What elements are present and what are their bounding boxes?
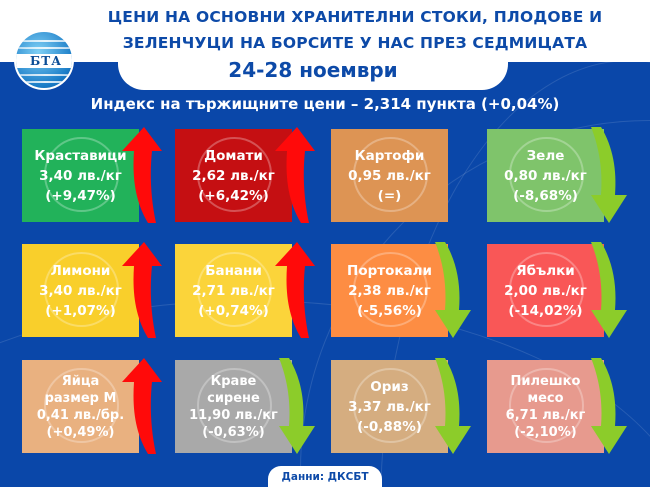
data-source: Данни: ДКСБТ: [268, 466, 382, 487]
tile-line: 0,95 лв./кг: [348, 167, 431, 184]
product-name: Лимони: [50, 262, 111, 279]
tile-line: 2,62 лв./кг: [192, 167, 275, 184]
price-tile: Краве сирене 11,90 лв./кг (-0,63%): [175, 360, 292, 453]
product-name: Яйца: [61, 373, 100, 389]
tile-line: (+9,47%): [45, 187, 116, 204]
tile-text: Краставици 3,40 лв./кг (+9,47%): [34, 146, 126, 206]
tile-text: Банани 2,71 лв./кг (+0,74%): [192, 261, 275, 321]
tile-text: Ориз 3,37 лв./кг (-0,88%): [348, 377, 431, 437]
price-tile: Банани 2,71 лв./кг (+0,74%): [175, 244, 292, 337]
product-name: Домати: [204, 147, 263, 164]
tile-text: Яйца размер М 0,41 лв./бр. (+0,49%): [37, 373, 124, 441]
trend-down-arrow-icon: [591, 242, 627, 338]
banana-icon: [197, 252, 272, 327]
tile-line: (+0,49%): [46, 424, 115, 440]
header-date-tab: [118, 40, 508, 90]
tile-text: Лимони 3,40 лв./кг (+1,07%): [39, 261, 122, 321]
tile-line: (+0,74%): [198, 302, 269, 319]
product-name: Картофи: [354, 147, 425, 164]
price-tile: Зеле 0,80 лв./кг (-8,68%): [487, 129, 604, 222]
tile-line: 3,37 лв./кг: [348, 398, 431, 415]
price-tile: Портокали 2,38 лв./кг (-5,56%): [331, 244, 448, 337]
tile-line: (+1,07%): [45, 302, 116, 319]
market-index: Индекс на тържищните цени – 2,314 пункта…: [90, 95, 560, 113]
trend-down-arrow-icon: [279, 358, 315, 454]
egg-icon: [44, 368, 119, 443]
tile-line: (=): [377, 187, 402, 204]
product-name: Зеле: [526, 147, 565, 164]
tile-text: Портокали 2,38 лв./кг (-5,56%): [347, 261, 432, 321]
tile-line: (-2,10%): [514, 424, 577, 440]
trend-down-arrow-icon: [435, 358, 471, 454]
tile-line: 2,38 лв./кг: [348, 282, 431, 299]
tile-text: Домати 2,62 лв./кг (+6,42%): [192, 146, 275, 206]
price-tile: Яйца размер М 0,41 лв./бр. (+0,49%): [22, 360, 139, 453]
price-tile: Лимони 3,40 лв./кг (+1,07%): [22, 244, 139, 337]
trend-up-arrow-icon: [122, 127, 162, 223]
product-name: Пилешко: [510, 373, 581, 389]
trend-down-arrow-icon: [591, 358, 627, 454]
trend-up-arrow-icon: [122, 242, 162, 338]
tile-text: Ябълки 2,00 лв./кг (-14,02%): [504, 261, 587, 321]
trend-up-arrow-icon: [275, 242, 315, 338]
apple-icon: [509, 252, 584, 327]
potato-icon: [353, 137, 428, 212]
tile-line: сирене: [207, 390, 260, 406]
tile-line: (+6,42%): [198, 187, 269, 204]
product-name: Портокали: [347, 262, 432, 279]
product-name: Краве: [210, 373, 257, 389]
page-title-line1: ЦЕНИ НА ОСНОВНИ ХРАНИТЕЛНИ СТОКИ, ПЛОДОВ…: [107, 8, 603, 26]
cabbage-icon: [509, 137, 584, 212]
price-tile: Пилешко месо 6,71 лв./кг (-2,10%): [487, 360, 604, 453]
bta-logo: БТА: [14, 30, 74, 90]
logo-text: БТА: [16, 54, 72, 68]
tile-line: (-0,88%): [357, 418, 422, 435]
price-tile: Ябълки 2,00 лв./кг (-14,02%): [487, 244, 604, 337]
tile-line: месо: [527, 390, 564, 406]
cucumber-icon: [44, 137, 119, 212]
tomato-icon: [197, 137, 272, 212]
tile-line: 2,00 лв./кг: [504, 282, 587, 299]
tile-line: размер М: [44, 390, 117, 406]
tile-line: 6,71 лв./кг: [505, 407, 586, 423]
price-tile: Домати 2,62 лв./кг (+6,42%): [175, 129, 292, 222]
trend-down-arrow-icon: [591, 127, 627, 223]
price-tile: Краставици 3,40 лв./кг (+9,47%): [22, 129, 139, 222]
date-range: 24-28 ноември: [228, 58, 398, 82]
tile-line: 3,40 лв./кг: [39, 282, 122, 299]
trend-down-arrow-icon: [435, 242, 471, 338]
tile-line: 0,80 лв./кг: [504, 167, 587, 184]
product-name: Ябълки: [516, 262, 575, 279]
tile-line: 11,90 лв./кг: [189, 407, 278, 423]
tile-line: 3,40 лв./кг: [39, 167, 122, 184]
lemon-icon: [44, 252, 119, 327]
tile-text: Зеле 0,80 лв./кг (-8,68%): [504, 146, 587, 206]
chicken-icon: [509, 368, 584, 443]
product-name: Краставици: [34, 147, 127, 164]
tile-line: (-8,68%): [513, 187, 578, 204]
tile-text: Картофи 0,95 лв./кг (=): [348, 146, 431, 206]
price-tile: Ориз 3,37 лв./кг (-0,88%): [331, 360, 448, 453]
product-name: Ориз: [370, 378, 409, 395]
tile-text: Краве сирене 11,90 лв./кг (-0,63%): [189, 373, 278, 441]
tile-line: 0,41 лв./бр.: [36, 407, 125, 423]
page-title-line2: ЗЕЛЕНЧУЦИ НА БОРСИТЕ У НАС ПРЕЗ СЕДМИЦАТ…: [122, 34, 588, 52]
tile-text: Пилешко месо 6,71 лв./кг (-2,10%): [506, 373, 586, 441]
trend-up-arrow-icon: [122, 358, 162, 454]
tile-line: (-5,56%): [357, 302, 422, 319]
rice-icon: [353, 368, 428, 443]
product-name: Банани: [205, 262, 262, 279]
trend-up-arrow-icon: [275, 127, 315, 223]
tile-line: (-14,02%): [508, 302, 583, 319]
price-tile: Картофи 0,95 лв./кг (=): [331, 129, 448, 222]
tile-line: 2,71 лв./кг: [192, 282, 275, 299]
orange-icon: [353, 252, 428, 327]
tile-line: (-0,63%): [202, 424, 265, 440]
cheese-icon: [197, 368, 272, 443]
